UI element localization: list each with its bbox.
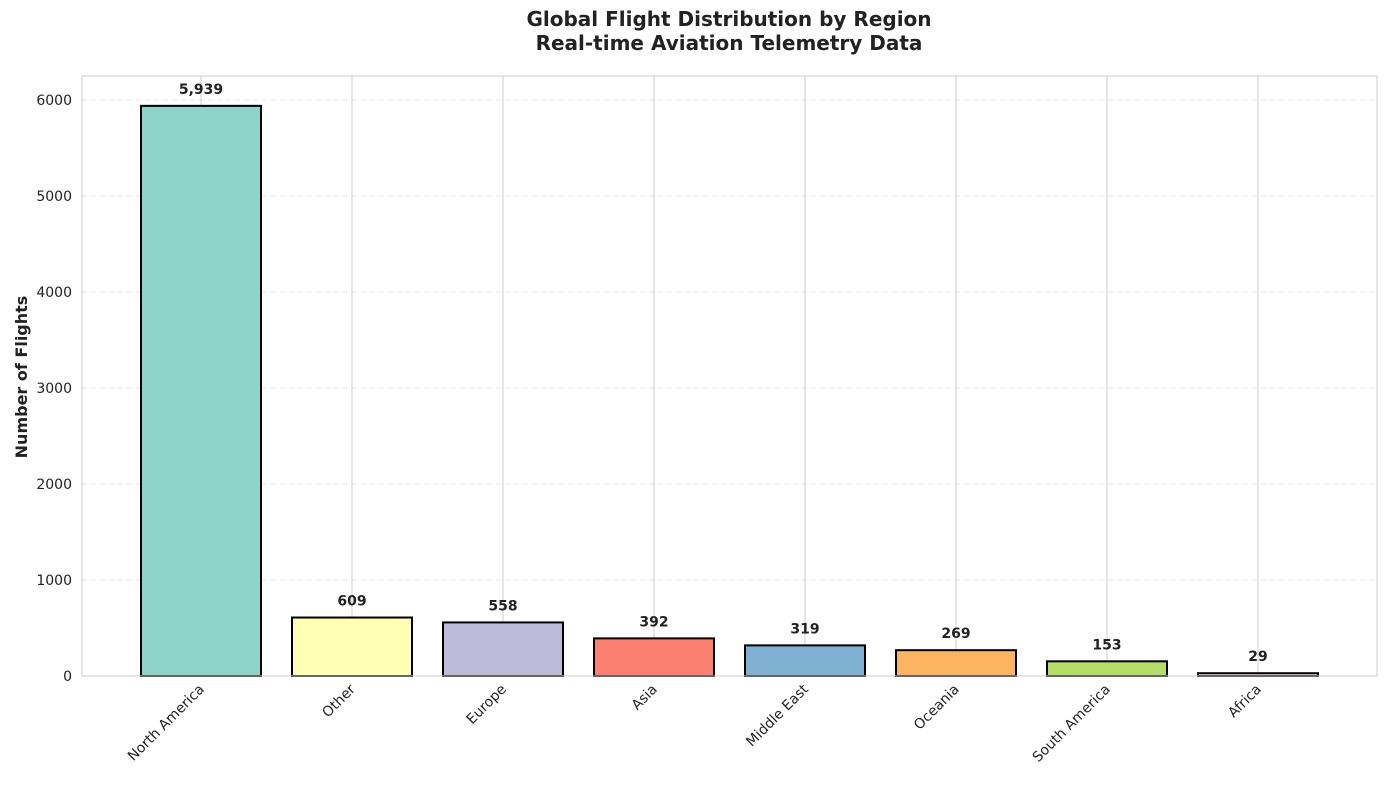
bar (442, 621, 564, 678)
data-label: 269 (941, 626, 970, 642)
value-labels-layer: 5,939 609 558 392 319 269 153 29 (179, 82, 1268, 665)
grid-layer (82, 76, 1377, 676)
data-label: 29 (1248, 649, 1267, 665)
x-tick-label: Middle East (743, 681, 812, 750)
bar (140, 104, 262, 677)
y-axis-label: Number of Flights (12, 296, 31, 459)
data-label: 392 (639, 614, 668, 630)
bar (1046, 660, 1168, 678)
bars-layer (140, 104, 1319, 678)
y-tick-label: 5000 (36, 189, 72, 205)
data-label: 153 (1092, 637, 1121, 653)
data-label: 5,939 (179, 82, 223, 98)
x-tick-label: Europe (464, 682, 510, 728)
y-tick-label: 3000 (36, 381, 72, 397)
y-tick-label: 2000 (36, 477, 72, 493)
y-tick-label: 0 (63, 669, 72, 685)
y-tick-label: 4000 (36, 285, 72, 301)
bar (744, 644, 866, 677)
x-tick-label: Oceania (911, 682, 963, 734)
data-label: 558 (488, 598, 517, 614)
data-label: 319 (790, 621, 819, 637)
x-tick-label: Asia (629, 682, 661, 714)
bar (291, 616, 413, 678)
x-tick-label: North America (125, 682, 208, 765)
y-ticks-layer: 0 1000 2000 3000 4000 5000 6000 (36, 93, 72, 685)
y-tick-label: 1000 (36, 573, 72, 589)
x-tick-label: Africa (1225, 682, 1265, 722)
plot-frame (81, 75, 1378, 677)
bar (593, 637, 715, 677)
x-tick-label: Other (319, 681, 359, 721)
chart-title-line-2: Real-time Aviation Telemetry Data (536, 31, 923, 55)
data-label: 609 (337, 594, 366, 610)
x-tick-label: South America (1030, 682, 1114, 766)
x-ticks-layer: North America Other Europe Asia Middle East O… (125, 681, 1265, 765)
y-tick-label: 6000 (36, 93, 72, 109)
bar (895, 649, 1017, 678)
chart-title-line-1: Global Flight Distribution by Region (526, 7, 931, 31)
